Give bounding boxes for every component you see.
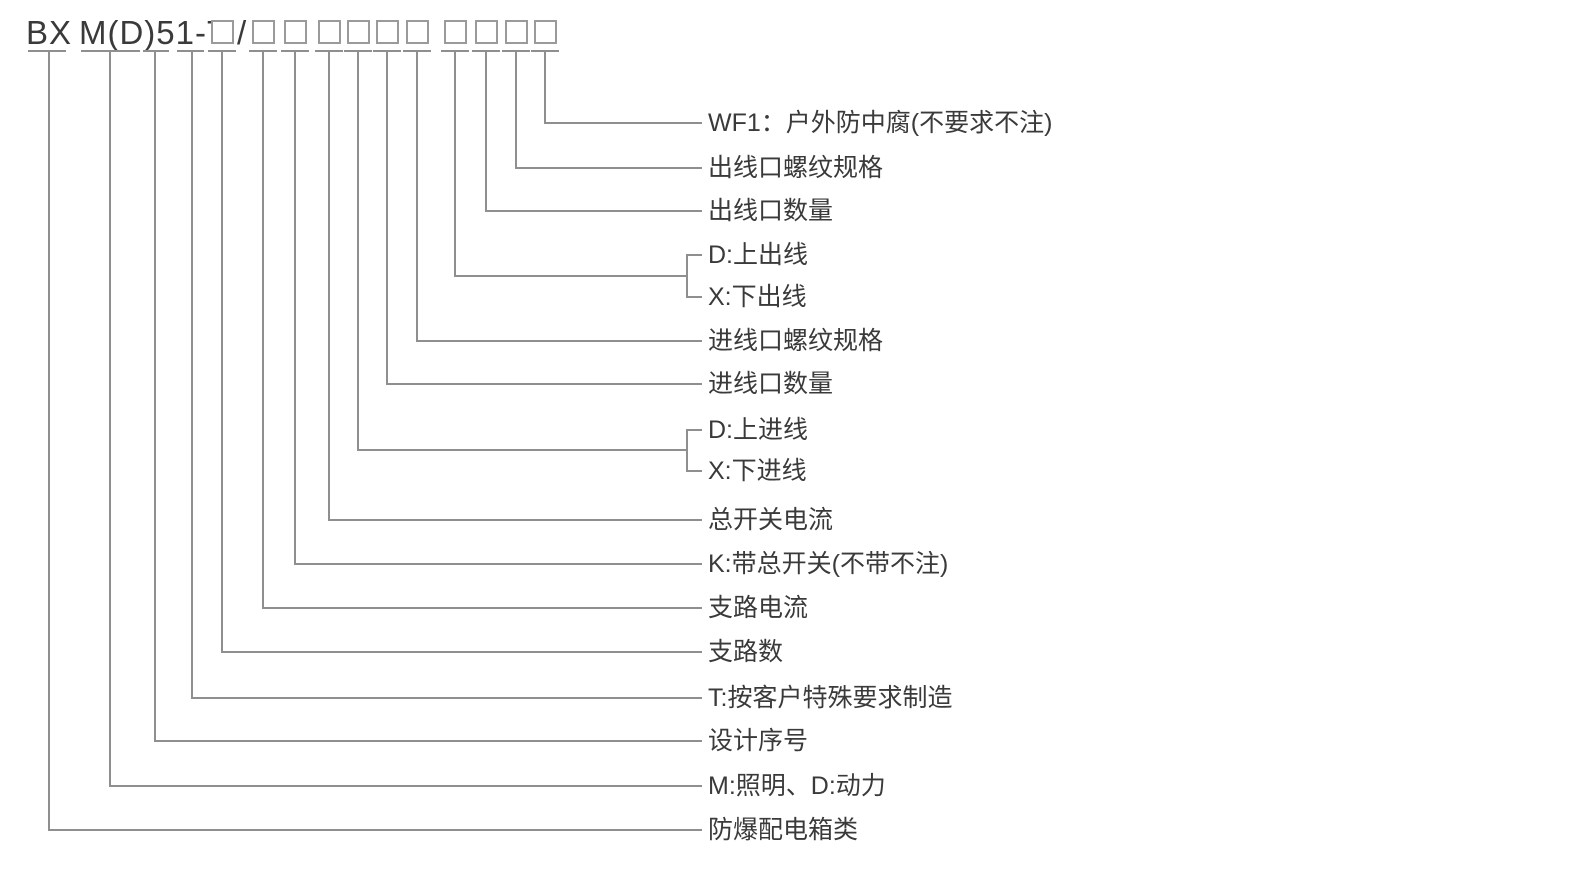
connector-horizontal-design-serial [154,740,702,742]
connector-vertical-outlet-direction [454,50,456,277]
connector-vertical-design-serial [154,50,156,742]
connector-vertical-outlet-count [485,50,487,212]
label-inlet-direction-top: D:上进线 [708,416,809,444]
outlet-direction-bracket-top-stub [686,254,702,256]
connector-horizontal-outlet-thread-spec [515,167,702,169]
underline [28,50,66,52]
connector-vertical-main-switch-current [328,50,330,521]
code-box [475,20,498,44]
label-outlet-thread-spec: 出线口螺纹规格 [708,154,884,182]
connector-horizontal-inlet-direction [357,449,688,451]
label-branch-count: 支路数 [708,638,784,666]
code-box [376,20,399,44]
label-inlet-thread-spec: 进线口螺纹规格 [708,327,884,355]
connector-horizontal-wf1 [544,122,702,124]
connector-horizontal-custom-build [191,697,702,699]
underline [143,50,169,52]
code-model: M(D)51-T [79,14,229,51]
code-box [406,20,429,44]
connector-horizontal-branch-current [262,607,702,609]
label-category: 防爆配电箱类 [708,816,859,844]
label-outlet-count: 出线口数量 [708,197,834,225]
label-outlet-direction-top: D:上出线 [708,241,809,269]
label-outlet-direction-bottom: X:下出线 [708,283,807,311]
connector-horizontal-inlet-thread-spec [416,340,702,342]
connector-vertical-main-switch [294,50,296,565]
connector-vertical-inlet-thread-spec [416,50,418,342]
code-prefix: BX [26,14,73,51]
label-inlet-count: 进线口数量 [708,370,834,398]
inlet-direction-bracket [686,429,688,472]
label-design-serial: 设计序号 [708,727,809,755]
label-inlet-direction-bottom: X:下进线 [708,457,807,485]
code-box [318,20,341,44]
connector-horizontal-outlet-direction [454,275,688,277]
connector-vertical-lighting-or-power [109,50,111,787]
connector-horizontal-inlet-count [386,383,702,385]
underline [177,50,204,52]
connector-vertical-inlet-direction [357,50,359,451]
code-box [505,20,528,44]
inlet-direction-bracket-top-stub [686,429,702,431]
connector-horizontal-lighting-or-power [109,785,702,787]
connector-horizontal-branch-count [221,651,702,653]
label-main-switch-current: 总开关电流 [708,506,834,534]
connector-horizontal-main-switch-current [328,519,702,521]
inlet-direction-bracket-bottom-stub [686,470,702,472]
code-box [284,20,307,44]
code-box [347,20,370,44]
connector-horizontal-category [48,829,702,831]
connector-horizontal-main-switch [294,563,702,565]
outlet-direction-bracket [686,254,688,298]
code-box [444,20,467,44]
outlet-direction-bracket-bottom-stub [686,296,702,298]
label-custom-build: T:按客户特殊要求制造 [708,684,953,712]
connector-vertical-branch-count [221,50,223,653]
code-box [534,20,557,44]
connector-vertical-category [48,50,50,831]
connector-vertical-inlet-count [386,50,388,385]
label-wf1: WF1：户外防中腐(不要求不注) [708,109,1053,137]
connector-vertical-custom-build [191,50,193,699]
code-box [252,20,275,44]
code-box [211,20,234,44]
connector-vertical-outlet-thread-spec [515,50,517,169]
connector-vertical-wf1 [544,50,546,124]
code-slash: / [237,14,248,51]
label-main-switch: K:带总开关(不带不注) [708,550,949,578]
label-lighting-or-power: M:照明、D:动力 [708,772,886,800]
label-branch-current: 支路电流 [708,594,809,622]
connector-vertical-branch-current [262,50,264,609]
connector-horizontal-outlet-count [485,210,702,212]
